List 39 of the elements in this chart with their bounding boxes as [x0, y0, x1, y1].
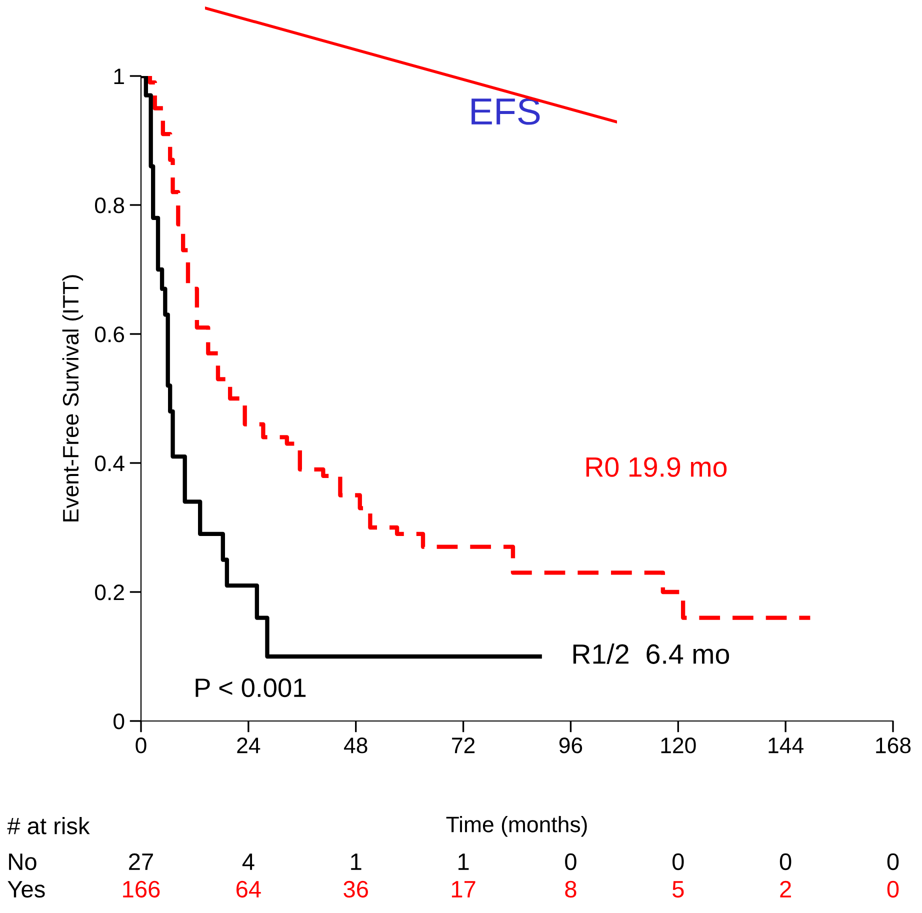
x-tick-label: 120 [661, 738, 696, 754]
series-label: R1/2 6.4 mo [573, 644, 730, 664]
text: 166 [123, 880, 160, 898]
text: 64 [236, 880, 261, 898]
text: 36 [344, 880, 368, 898]
text: 4 [242, 854, 254, 870]
text: R0 19.9 mo [586, 457, 727, 477]
text: 0 [565, 853, 576, 870]
y-tick-label: 0 [114, 714, 124, 730]
y-tick-label: 0.8 [95, 198, 124, 214]
y-tick-label: 0.2 [95, 584, 124, 600]
text: 17 [452, 881, 476, 898]
text: # at risk [7, 816, 90, 834]
text: 0 [780, 853, 792, 870]
x-tick-label: 24 [237, 738, 260, 754]
text: 1 [458, 854, 469, 870]
annotation: P < 0.001 [196, 678, 306, 698]
text: 5 [672, 881, 684, 898]
y-tick-label: 1 [114, 68, 124, 84]
y-axis-title: Event-Free Survival (ITT) [62, 275, 84, 522]
chart-title: EFS [472, 98, 540, 125]
x-tick-label: 168 [876, 738, 911, 754]
text: 27 [129, 853, 153, 870]
text: 2 [780, 880, 791, 898]
text: 0 [672, 853, 684, 870]
text: 8 [565, 880, 576, 898]
text: 0 [887, 880, 899, 898]
x-tick-label: 0 [136, 738, 146, 754]
text: 0 [887, 853, 899, 870]
x-tick-label: 96 [559, 738, 582, 754]
text: 1 [351, 854, 362, 870]
category-label: No [9, 854, 36, 870]
y-tick-label: 0.6 [95, 326, 124, 342]
x-tick-label: 72 [452, 738, 475, 754]
y-tick-label: 0.4 [95, 456, 124, 472]
x-tick-label: 144 [768, 738, 804, 754]
x-axis-title: Time (months) [446, 816, 587, 837]
category-label: Yes [8, 881, 45, 898]
x-tick-label: 48 [344, 738, 368, 754]
